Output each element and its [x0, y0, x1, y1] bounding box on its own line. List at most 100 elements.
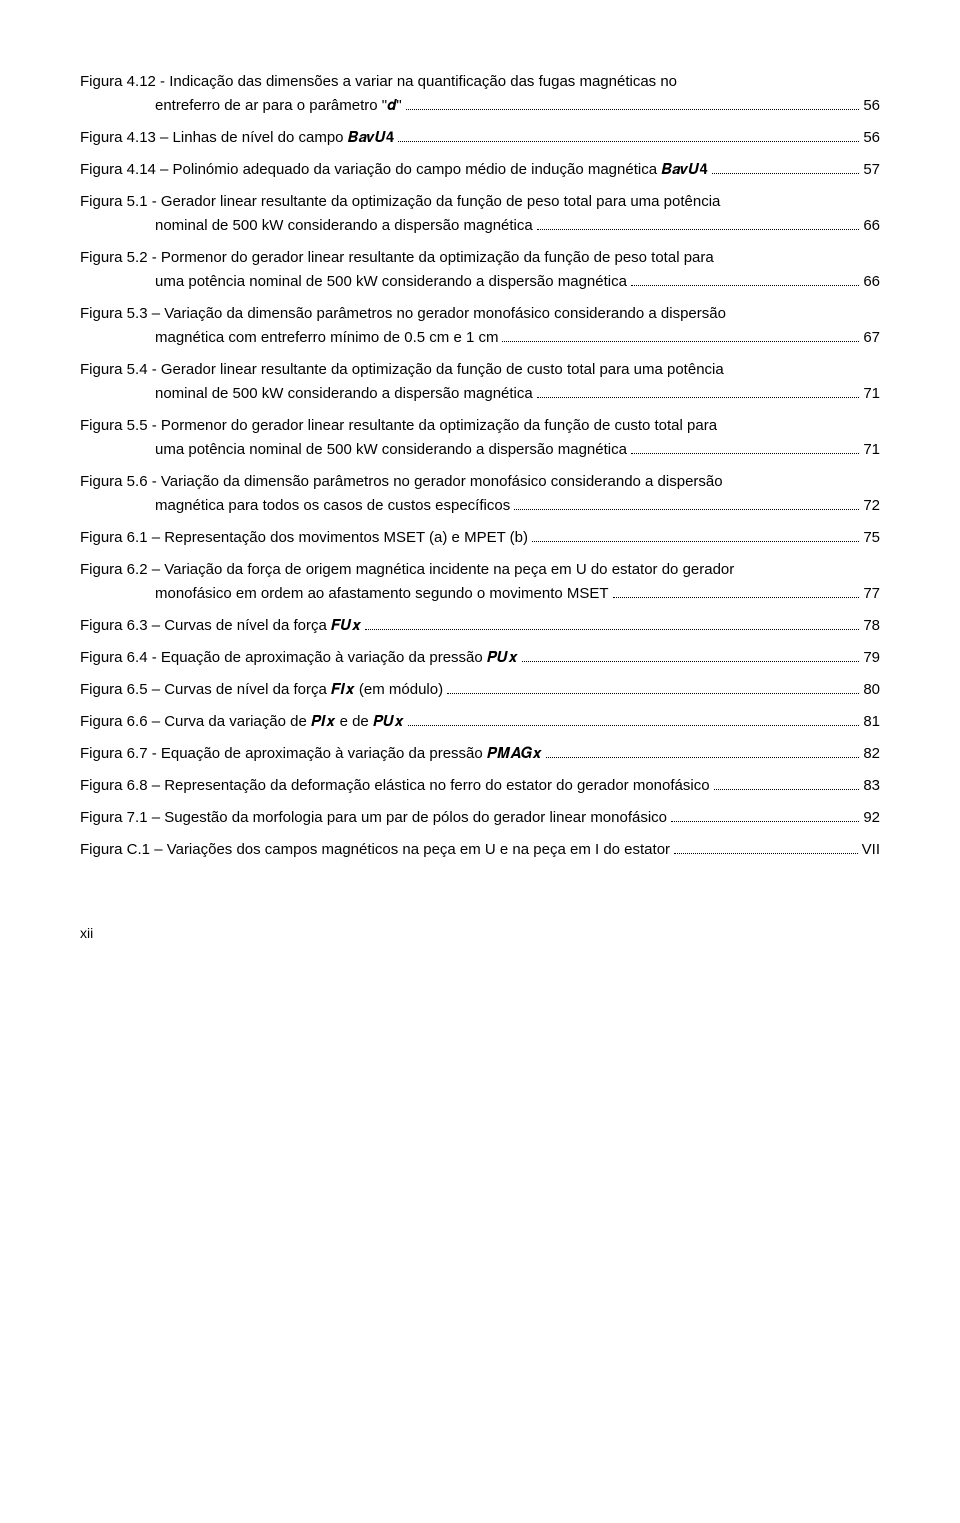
lof-entry: Figura 6.4 - Equação de aproximação à va…: [80, 646, 880, 670]
dot-leader: [537, 229, 860, 230]
dot-leader: [406, 109, 860, 110]
dot-leader: [546, 757, 860, 758]
lof-entry-text: Figura 6.6 – Curva da variação de 𝑷𝑰𝒙 e …: [80, 710, 404, 734]
lof-entry-page: 83: [863, 774, 880, 798]
lof-entry-text: monofásico em ordem ao afastamento segun…: [155, 582, 609, 606]
lof-entry: Figura 4.13 – Linhas de nível do campo 𝑩…: [80, 126, 880, 150]
lof-entry: Figura 5.1 - Gerador linear resultante d…: [80, 190, 880, 238]
lof-entry-text: Figura 6.3 – Curvas de nível da força 𝑭𝑼…: [80, 614, 361, 638]
lof-entry-text: Figura 5.6 - Variação da dimensão parâme…: [80, 470, 880, 494]
lof-entry-line: monofásico em ordem ao afastamento segun…: [80, 582, 880, 606]
lof-entry-page: 72: [863, 494, 880, 518]
lof-entry-line: Figura 6.3 – Curvas de nível da força 𝑭𝑼…: [80, 614, 880, 638]
lof-entry-line: Figura 4.13 – Linhas de nível do campo 𝑩…: [80, 126, 880, 150]
dot-leader: [537, 397, 860, 398]
lof-entry-line: Figura 6.8 – Representação da deformação…: [80, 774, 880, 798]
lof-entry: Figura 5.4 - Gerador linear resultante d…: [80, 358, 880, 406]
dot-leader: [502, 341, 859, 342]
lof-entry-line: Figura 6.2 – Variação da força de origem…: [80, 558, 880, 582]
lof-entry-page: 78: [863, 614, 880, 638]
lof-entry-text: Figura 4.12 - Indicação das dimensões a …: [80, 70, 880, 94]
lof-entry-page: 75: [863, 526, 880, 550]
lof-entry-page: 57: [863, 158, 880, 182]
lof-entry-text: Figura 6.2 – Variação da força de origem…: [80, 558, 880, 582]
lof-entry-text: magnética com entreferro mínimo de 0.5 c…: [155, 326, 498, 350]
lof-entry-line: Figura 5.3 – Variação da dimensão parâme…: [80, 302, 880, 326]
page-number: xii: [80, 922, 880, 944]
lof-entry-line: Figura 6.5 – Curvas de nível da força 𝑭𝑰…: [80, 678, 880, 702]
dot-leader: [398, 141, 859, 142]
lof-entry: Figura 4.14 – Polinómio adequado da vari…: [80, 158, 880, 182]
lof-entry-text: Figura C.1 – Variações dos campos magnét…: [80, 838, 670, 862]
lof-entry-page: 66: [863, 214, 880, 238]
lof-entry-text: Figura 5.2 - Pormenor do gerador linear …: [80, 246, 880, 270]
lof-entry-text: uma potência nominal de 500 kW considera…: [155, 270, 627, 294]
lof-entry-page: 92: [863, 806, 880, 830]
lof-entry-line: Figura 6.4 - Equação de aproximação à va…: [80, 646, 880, 670]
lof-entry: Figura 5.3 – Variação da dimensão parâme…: [80, 302, 880, 350]
lof-entry-page: 71: [863, 438, 880, 462]
lof-entry-line: Figura 6.1 – Representação dos movimento…: [80, 526, 880, 550]
lof-entry: Figura 6.2 – Variação da força de origem…: [80, 558, 880, 606]
lof-entry-text: uma potência nominal de 500 kW considera…: [155, 438, 627, 462]
lof-entry-line: Figura 4.12 - Indicação das dimensões a …: [80, 70, 880, 94]
lof-entry-line: magnética com entreferro mínimo de 0.5 c…: [80, 326, 880, 350]
lof-entry: Figura C.1 – Variações dos campos magnét…: [80, 838, 880, 862]
lof-entry: Figura 5.5 - Pormenor do gerador linear …: [80, 414, 880, 462]
lof-entry: Figura 6.5 – Curvas de nível da força 𝑭𝑰…: [80, 678, 880, 702]
lof-entry-text: magnética para todos os casos de custos …: [155, 494, 510, 518]
lof-entry-page: 82: [863, 742, 880, 766]
lof-entry-line: Figura 5.4 - Gerador linear resultante d…: [80, 358, 880, 382]
lof-entry-text: Figura 5.1 - Gerador linear resultante d…: [80, 190, 880, 214]
lof-entry: Figura 6.3 – Curvas de nível da força 𝑭𝑼…: [80, 614, 880, 638]
dot-leader: [365, 629, 859, 630]
lof-entry-page: VII: [862, 838, 880, 862]
lof-entry-page: 66: [863, 270, 880, 294]
dot-leader: [447, 693, 859, 694]
lof-entry-page: 77: [863, 582, 880, 606]
dot-leader: [671, 821, 859, 822]
lof-entry-line: nominal de 500 kW considerando a dispers…: [80, 214, 880, 238]
lof-entry-page: 71: [863, 382, 880, 406]
lof-entry-line: Figura 5.1 - Gerador linear resultante d…: [80, 190, 880, 214]
lof-entry-text: Figura 7.1 – Sugestão da morfologia para…: [80, 806, 667, 830]
dot-leader: [714, 789, 860, 790]
dot-leader: [674, 853, 858, 854]
dot-leader: [514, 509, 859, 510]
lof-entry-line: Figura 5.5 - Pormenor do gerador linear …: [80, 414, 880, 438]
lof-entry-page: 56: [863, 94, 880, 118]
lof-entry-text: Figura 4.14 – Polinómio adequado da vari…: [80, 158, 708, 182]
lof-entry-text: Figura 5.3 – Variação da dimensão parâme…: [80, 302, 880, 326]
dot-leader: [631, 453, 859, 454]
lof-entry-page: 67: [863, 326, 880, 350]
lof-entry-page: 81: [863, 710, 880, 734]
lof-entry-text: Figura 6.7 - Equação de aproximação à va…: [80, 742, 542, 766]
lof-entry: Figura 5.6 - Variação da dimensão parâme…: [80, 470, 880, 518]
lof-entry: Figura 5.2 - Pormenor do gerador linear …: [80, 246, 880, 294]
dot-leader: [631, 285, 859, 286]
dot-leader: [532, 541, 859, 542]
lof-entry: Figura 4.12 - Indicação das dimensões a …: [80, 70, 880, 118]
lof-entry-page: 79: [863, 646, 880, 670]
lof-entry: Figura 6.1 – Representação dos movimento…: [80, 526, 880, 550]
lof-entry-text: Figura 6.1 – Representação dos movimento…: [80, 526, 528, 550]
lof-entry-page: 56: [863, 126, 880, 150]
lof-entry-line: magnética para todos os casos de custos …: [80, 494, 880, 518]
lof-entry-text: nominal de 500 kW considerando a dispers…: [155, 382, 533, 406]
lof-entry-text: entreferro de ar para o parâmetro "𝒅": [155, 94, 402, 118]
dot-leader: [712, 173, 860, 174]
lof-entry-line: nominal de 500 kW considerando a dispers…: [80, 382, 880, 406]
lof-entry-line: entreferro de ar para o parâmetro "𝒅" 56: [80, 94, 880, 118]
lof-entry-text: Figura 5.5 - Pormenor do gerador linear …: [80, 414, 880, 438]
lof-entry-line: uma potência nominal de 500 kW considera…: [80, 270, 880, 294]
lof-entry-page: 80: [863, 678, 880, 702]
lof-entry-text: Figura 5.4 - Gerador linear resultante d…: [80, 358, 880, 382]
dot-leader: [522, 661, 860, 662]
lof-entry-text: Figura 6.8 – Representação da deformação…: [80, 774, 710, 798]
lof-entry-line: uma potência nominal de 500 kW considera…: [80, 438, 880, 462]
dot-leader: [408, 725, 860, 726]
dot-leader: [613, 597, 860, 598]
lof-entry-line: Figura 5.2 - Pormenor do gerador linear …: [80, 246, 880, 270]
list-of-figures: Figura 4.12 - Indicação das dimensões a …: [80, 70, 880, 862]
lof-entry: Figura 6.6 – Curva da variação de 𝑷𝑰𝒙 e …: [80, 710, 880, 734]
